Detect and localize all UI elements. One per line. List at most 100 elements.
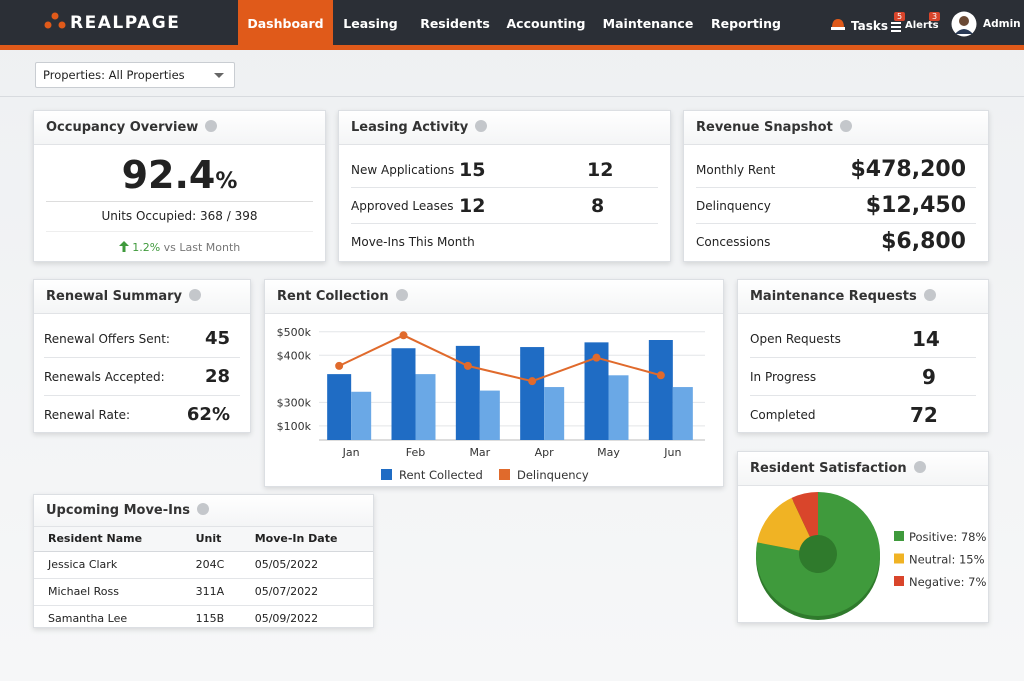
nav-tab[interactable]: Dashboard	[238, 0, 333, 45]
info-icon[interactable]	[475, 120, 488, 132]
row-value: 62%	[186, 404, 230, 425]
legend-swatch	[894, 531, 904, 541]
alerts-link[interactable]: Alerts	[905, 20, 939, 31]
revenue-card: Revenue Snapshot Monthly Rent $478,200 De…	[683, 110, 989, 262]
pie-slice	[757, 497, 810, 551]
rate-value: 92.4	[121, 153, 216, 197]
legend-swatch	[894, 553, 904, 564]
renewal-row: Renewal Rate: 62%	[44, 396, 240, 434]
info-icon[interactable]	[913, 461, 926, 473]
legend-label: Delinquency	[517, 468, 589, 482]
renewal-row: Renewals Accepted: 28	[44, 358, 240, 396]
column-header: Resident Name	[34, 527, 182, 552]
title-text: Maintenance Requests	[750, 289, 917, 304]
header-row: Resident Name Unit Move-In Date	[34, 527, 373, 552]
y-tick-label: $300k	[277, 396, 312, 409]
row-value: 72	[910, 403, 938, 427]
alerts-icon	[891, 22, 901, 32]
y-tick-label: $400k	[277, 349, 312, 362]
logo-mark	[44, 12, 66, 29]
row-label: In Progress	[750, 370, 817, 384]
nav-tab[interactable]: Residents	[420, 16, 490, 31]
card-title: Leasing Activity	[339, 111, 670, 145]
bar	[327, 374, 352, 440]
bar	[391, 348, 416, 440]
card-title: Maintenance Requests	[738, 280, 988, 314]
units-occupied: Units Occupied: 368 / 398	[34, 209, 325, 223]
leasing-card: Leasing Activity New Applications 15 12 Ap…	[338, 110, 671, 262]
title-text: Leasing Activity	[351, 120, 469, 135]
revenue-row: Concessions $6,800	[696, 224, 976, 260]
units-value: 368 / 398	[200, 209, 258, 223]
bar	[455, 345, 480, 440]
revenue-row: Monthly Rent $478,200	[696, 152, 976, 188]
title-text: Occupancy Overview	[46, 120, 199, 135]
tasks-icon	[831, 19, 845, 30]
cell: Michael Ross	[34, 578, 182, 606]
line-point	[592, 353, 601, 362]
info-icon[interactable]	[395, 289, 408, 301]
change-value: 1.2%	[132, 241, 161, 254]
nav-tab[interactable]: Reporting	[711, 16, 781, 31]
occupancy-change: 1.2% vs Last Month	[34, 241, 325, 254]
card-title: Occupancy Overview	[34, 111, 325, 145]
property-filter[interactable]: Properties: All Properties	[35, 62, 235, 88]
info-icon[interactable]	[839, 120, 852, 132]
title-text: Upcoming Move-Ins	[46, 503, 190, 518]
legend-label: Positive: 78%	[909, 530, 986, 544]
tasks-link[interactable]: Tasks	[851, 19, 889, 33]
row-value: 15	[459, 159, 486, 181]
top-nav: REALPAGE Dashboard Leasing Residents Acc…	[0, 0, 1024, 50]
info-icon[interactable]	[189, 289, 202, 301]
x-tick-label: May	[597, 446, 620, 459]
cell: Samantha Lee	[48, 612, 128, 626]
line-series	[338, 334, 662, 383]
cell: 115B	[195, 612, 225, 626]
avatar[interactable]	[951, 11, 977, 37]
divider	[0, 96, 1024, 97]
cell: 05/07/2022	[240, 578, 373, 606]
row-value: 45	[204, 328, 230, 349]
occupancy-card: Occupancy Overview 92.4% Units Occupied:…	[33, 110, 326, 262]
maintenance-card: Maintenance Requests Open Requests 14 In …	[737, 279, 989, 433]
bar-chart: $100k $300k $400k $500k Jan Feb Mar Apr May Jun Re…	[277, 326, 705, 482]
nav-tab[interactable]: Accounting	[506, 16, 586, 31]
x-tick-label: Feb	[406, 446, 425, 459]
card-title: Upcoming Move-Ins	[34, 495, 373, 527]
bar	[415, 374, 436, 440]
maintenance-row: In Progress 9	[750, 358, 976, 396]
user-name[interactable]: Admin	[983, 18, 1021, 30]
tasks-badge: 5	[894, 12, 906, 21]
cell: 05/05/2022	[240, 551, 373, 579]
cell: Jessica Clark	[34, 551, 182, 579]
info-icon[interactable]	[923, 289, 936, 301]
legend-swatch	[894, 576, 904, 586]
info-icon[interactable]	[196, 503, 209, 515]
change-label: vs Last Month	[163, 241, 241, 254]
satisfaction-card: Resident Satisfaction Positive: 78% Neutr…	[737, 451, 989, 623]
line-point	[335, 361, 344, 370]
card-title: Revenue Snapshot	[684, 111, 988, 145]
caret	[214, 73, 224, 78]
x-tick-label: Jan	[342, 446, 360, 459]
bar	[479, 390, 500, 440]
nav-tab[interactable]: Maintenance	[602, 16, 694, 31]
bar	[672, 387, 693, 440]
info-icon[interactable]	[205, 120, 218, 132]
line-point	[528, 377, 537, 386]
card-title: Rent Collection	[265, 280, 723, 314]
row-value: $6,800	[881, 229, 966, 254]
filter-label: Properties: All Properties	[43, 68, 185, 82]
leasing-row: New Applications 15 12	[351, 152, 658, 188]
rate-unit: %	[215, 169, 238, 194]
column-header: Move-In Date	[240, 527, 373, 552]
card-title: Renewal Summary	[34, 280, 250, 314]
renewal-card: Renewal Summary Renewal Offers Sent: 45 R…	[33, 279, 251, 433]
nav-tab[interactable]: Leasing	[343, 16, 398, 31]
title-text: Resident Satisfaction	[750, 461, 907, 476]
row-label: Completed	[750, 408, 816, 422]
line-point	[656, 371, 665, 380]
y-tick-label: $500k	[277, 326, 312, 339]
x-tick-label: Mar	[469, 446, 490, 459]
